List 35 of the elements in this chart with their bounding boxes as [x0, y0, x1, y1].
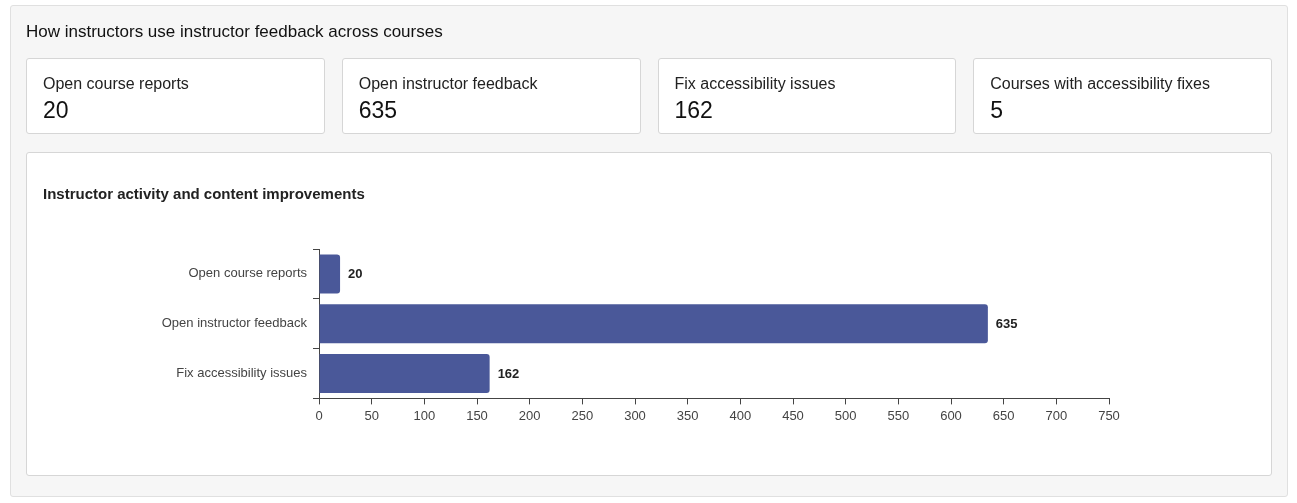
x-tick-label: 750 — [1098, 407, 1120, 423]
x-tick-label: 50 — [364, 407, 379, 423]
x-tick-label: 250 — [571, 407, 594, 423]
text: Open instructor feedback — [358, 75, 539, 93]
bar — [319, 254, 341, 294]
text: 635 — [358, 97, 399, 124]
text: 162 — [674, 97, 714, 124]
y-tick-label: Open instructor feedback — [161, 315, 308, 331]
x-tick-label: 550 — [887, 407, 910, 423]
x-tick-label: 500 — [834, 407, 857, 423]
data-label: 20 — [348, 266, 363, 282]
y-tick-label: Fix accessibility issues — [176, 365, 308, 381]
x-tick-label: 150 — [466, 407, 488, 423]
text: Open course reports — [43, 75, 190, 93]
text: Fix accessibility issues — [674, 75, 837, 93]
bar — [319, 304, 988, 344]
text: 20 — [43, 97, 70, 124]
x-tick-label: 700 — [1045, 407, 1068, 423]
text: How instructors use instructor feedback across courses — [26, 21, 444, 42]
y-tick-label: Open course reports — [188, 265, 308, 281]
x-tick-label: 600 — [940, 407, 962, 423]
x-tick-label: 400 — [729, 407, 752, 423]
x-tick-label: 350 — [676, 407, 699, 423]
text: 5 — [990, 97, 1005, 124]
x-tick-label: 100 — [413, 407, 436, 423]
text: Courses with accessibility fixes — [990, 75, 1211, 93]
data-label: 635 — [995, 316, 1018, 332]
x-tick-label: 200 — [518, 407, 541, 423]
bar — [319, 353, 490, 394]
x-tick-label: 450 — [782, 407, 804, 423]
x-tick-label: 300 — [624, 407, 646, 423]
data-label: 162 — [497, 366, 520, 382]
x-tick-label: 0 — [315, 407, 323, 423]
chart-title: Instructor activity and content improvements — [43, 185, 365, 202]
x-tick-label: 650 — [992, 407, 1015, 423]
